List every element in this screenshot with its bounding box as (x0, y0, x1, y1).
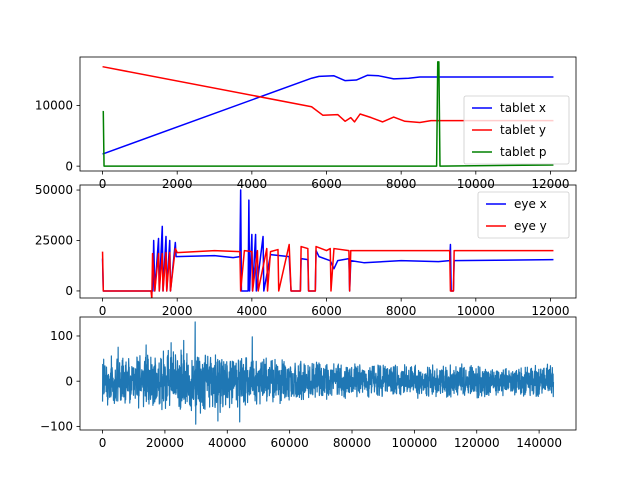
x-tick-label: 4000 (237, 304, 268, 318)
x-tick-label: 6000 (311, 304, 342, 318)
plot-area (102, 61, 554, 167)
y-tick-label: 50000 (35, 183, 73, 197)
subplot-3: 0 20000 40000 60000 80000 100000 120000 140000 −… (40, 316, 577, 450)
axes-frame (79, 184, 577, 299)
y-tick-label: 100 (50, 329, 73, 343)
axes-frame (79, 316, 577, 431)
legend: tablet x tablet y tablet p (463, 95, 570, 165)
x-tick-label: 0 (99, 436, 107, 450)
x-tick-label: 6000 (311, 177, 342, 191)
y-tick-label: 0 (65, 159, 73, 173)
x-tick-label: 12000 (531, 304, 569, 318)
series-line-tablet-y (102, 65, 554, 124)
x-tick-label: 12000 (531, 177, 569, 191)
x-tick-label: 0 (99, 177, 107, 191)
x-tick-label: 120000 (454, 436, 500, 450)
series-line-tablet-p (102, 61, 554, 167)
x-tick-label: 4000 (237, 177, 268, 191)
legend-label: eye y (514, 219, 547, 233)
legend-label: eye x (514, 197, 547, 211)
x-tick-label: 80000 (333, 436, 371, 450)
y-tick-label: 25000 (35, 234, 73, 248)
legend-box (463, 95, 570, 165)
x-tick-label: 8000 (386, 304, 417, 318)
x-tick-label: 10000 (457, 177, 495, 191)
x-tick-label: 0 (99, 304, 107, 318)
x-tick-label: 140000 (516, 436, 562, 450)
series-line-tablet-x (102, 74, 554, 155)
x-tick-label: 10000 (457, 304, 495, 318)
series-line-eye-y (101, 243, 554, 298)
x-tick-label: 60000 (271, 436, 309, 450)
x-tick-label: 8000 (386, 177, 417, 191)
x-tick-label: 20000 (146, 436, 184, 450)
subplot-1: 0 2000 4000 6000 8000 10000 12000 0 10000 tablet … (35, 56, 577, 191)
series-line-eye-x (101, 189, 554, 292)
y-tick-label: 10000 (35, 99, 73, 113)
plot-area (101, 321, 555, 425)
legend: eye x eye y (477, 191, 570, 239)
x-tick-label: 100000 (391, 436, 437, 450)
plot-area (101, 189, 554, 298)
legend-label: tablet p (500, 145, 547, 159)
y-tick-label: 0 (65, 374, 73, 388)
series-line-signal (101, 321, 555, 425)
x-tick-label: 40000 (208, 436, 246, 450)
x-tick-label: 2000 (162, 304, 193, 318)
legend-label: tablet y (500, 123, 546, 137)
axes-frame (79, 56, 577, 172)
y-tick-label: 0 (65, 284, 73, 298)
y-tick-label: −100 (40, 420, 73, 434)
x-tick-label: 2000 (162, 177, 193, 191)
legend-label: tablet x (500, 101, 546, 115)
subplot-2: 0 2000 4000 6000 8000 10000 12000 0 25000 50000 ey… (35, 183, 577, 318)
